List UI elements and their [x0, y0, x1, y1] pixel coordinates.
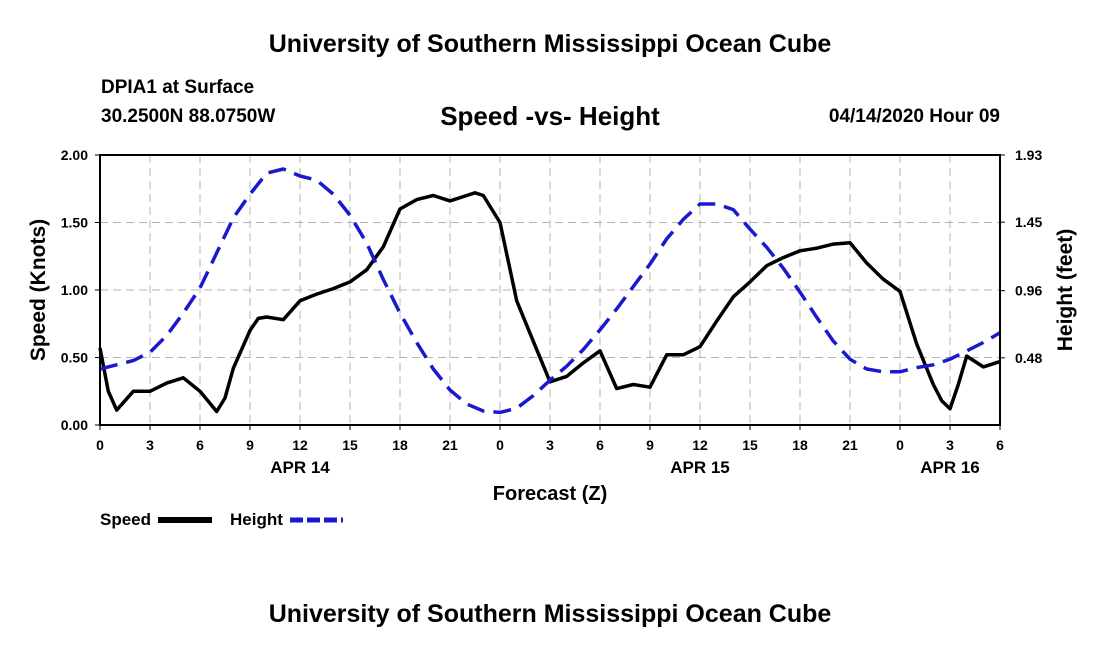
- station-coordinates: 30.2500N 88.0750W: [101, 106, 276, 127]
- x-tick-label: 15: [742, 437, 758, 453]
- y-tick-label: 0.50: [61, 350, 88, 366]
- y-axis-label: Speed (Knots): [27, 219, 50, 361]
- x-tick-label: 12: [292, 437, 308, 453]
- page-title: University of Southern Mississippi Ocean…: [268, 30, 832, 58]
- x-tick-label: 3: [146, 437, 154, 453]
- x-tick-label: 0: [96, 437, 104, 453]
- series-lines: [98, 167, 1001, 415]
- y2-tick-label: 0.96: [1015, 283, 1042, 299]
- x-tick-label: 18: [792, 437, 808, 453]
- x-tick-label: 6: [596, 437, 604, 453]
- x-tick-label: 3: [546, 437, 554, 453]
- x-tick-label: 3: [946, 437, 954, 453]
- x-tick-label: 9: [246, 437, 254, 453]
- forecast-date: 04/14/2020 Hour 09: [828, 106, 1000, 127]
- day-label: APR 16: [920, 458, 980, 477]
- grid-lines: [100, 155, 1000, 425]
- y2-tick-label: 1.93: [1015, 147, 1042, 163]
- legend: Speed Height: [100, 510, 343, 529]
- day-label: APR 15: [670, 458, 730, 477]
- y2-tick-label: 0.48: [1015, 350, 1042, 366]
- x-tick-label: 18: [392, 437, 408, 453]
- x-tick-label: 0: [896, 437, 904, 453]
- axes: 0 3 6 9 12 15 18 21 0 3 6 9 12 15 18 21 0 3 6 APR 14 APR 15 A…: [61, 147, 1043, 477]
- legend-speed-label: Speed: [100, 510, 151, 529]
- x-axis-label: Forecast (Z): [493, 483, 607, 505]
- chart-title: Speed -vs- Height: [440, 101, 660, 131]
- x-tick-label: 9: [646, 437, 654, 453]
- height-series-line: [99, 167, 1001, 415]
- x-tick-label: 21: [442, 437, 458, 453]
- y-tick-label: 1.50: [61, 215, 88, 231]
- y-tick-label: 0.00: [61, 417, 88, 433]
- x-tick-label: 0: [496, 437, 504, 453]
- y2-axis-label: Height (feet): [1054, 229, 1077, 352]
- legend-height-label: Height: [230, 510, 283, 529]
- y-tick-label: 2.00: [61, 147, 88, 163]
- y-tick-label: 1.00: [61, 282, 88, 298]
- x-tick-label: 12: [692, 437, 708, 453]
- x-tick-label: 21: [842, 437, 858, 453]
- x-tick-label: 15: [342, 437, 358, 453]
- footer-title: University of Southern Mississippi Ocean…: [268, 600, 832, 628]
- y2-tick-label: 1.45: [1015, 214, 1042, 230]
- station-label: DPIA1 at Surface: [101, 77, 255, 98]
- x-tick-label: 6: [196, 437, 204, 453]
- speed-series-line: [98, 191, 1001, 414]
- x-tick-label: 6: [996, 437, 1004, 453]
- day-label: APR 14: [270, 458, 330, 477]
